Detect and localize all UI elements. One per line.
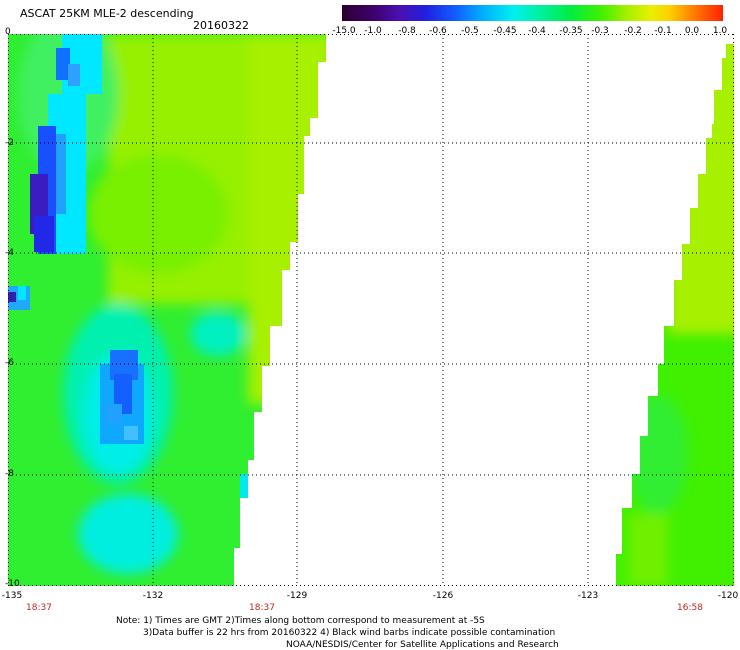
y-tick-label: 0	[5, 27, 11, 37]
colorbar-label: -0.1	[654, 26, 672, 36]
colorbar-label: -15.0	[332, 26, 356, 36]
colorbar-label: -0.35	[559, 26, 583, 36]
colorbar-label: -0.2	[624, 26, 642, 36]
center-blue-feature	[100, 350, 144, 444]
colorbar-label: -0.4	[528, 26, 546, 36]
y-tick-label: -4	[5, 248, 14, 258]
swath-map	[8, 34, 734, 586]
x-tick-label: -135	[1, 591, 23, 601]
colorbar-label: -1.0	[364, 26, 382, 36]
time-label: 16:58	[677, 603, 703, 613]
map-date: 20160322	[193, 19, 249, 32]
left-edge-feature	[8, 34, 102, 310]
colorbar-label: -0.8	[398, 26, 416, 36]
y-tick-label: -10	[5, 579, 20, 589]
map-frame	[8, 34, 734, 586]
x-tick-label: -129	[286, 591, 308, 601]
x-tick-label: -126	[432, 591, 454, 601]
right-swath	[616, 44, 734, 586]
map-title: ASCAT 25KM MLE-2 descending	[20, 7, 194, 20]
colorbar-label: -0.3	[591, 26, 609, 36]
x-tick-label: -123	[577, 591, 599, 601]
colorbar	[342, 5, 723, 21]
y-tick-label: -2	[5, 138, 14, 148]
colorbar-labels: -15.0 -1.0 -0.8 -0.6 -0.5 -0.45 -0.4 -0.…	[0, 26, 740, 38]
footnote-line: NOAA/NESDIS/Center for Satellite Applica…	[286, 640, 559, 650]
colorbar-label: -0.6	[429, 26, 447, 36]
x-tick-label: -120	[717, 591, 739, 601]
colorbar-label: 0.0	[684, 26, 700, 36]
colorbar-label: -0.45	[493, 26, 517, 36]
y-tick-label: -6	[5, 358, 14, 368]
time-label: 18:37	[26, 603, 52, 613]
colorbar-label: -0.5	[461, 26, 479, 36]
colorbar-label: 1.0	[712, 26, 728, 36]
y-tick-label: -8	[5, 469, 14, 479]
footnote-line: Note: 1) Times are GMT 2)Times along bot…	[116, 616, 485, 626]
time-label: 18:37	[249, 603, 275, 613]
x-tick-label: -132	[142, 591, 164, 601]
grid-lines	[8, 34, 734, 586]
footnote-line: 3)Data buffer is 22 hrs from 20160322 4)…	[143, 628, 556, 638]
